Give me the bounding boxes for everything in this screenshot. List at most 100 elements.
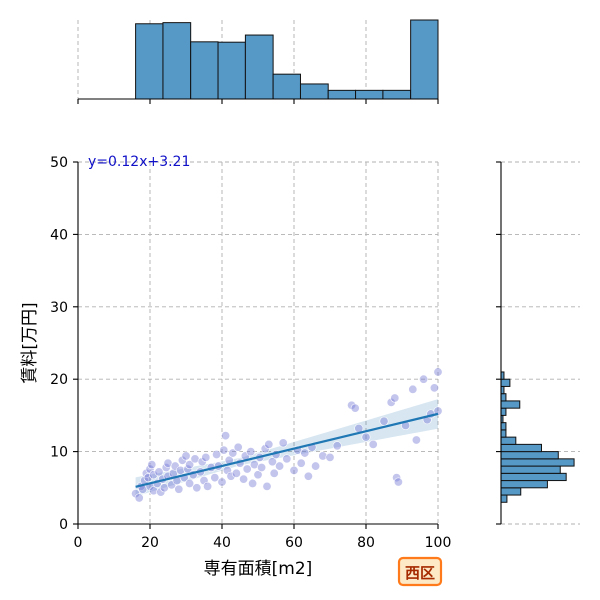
right-histogram-bar — [500, 458, 575, 467]
scatter-point — [264, 439, 274, 449]
scatter-point — [419, 374, 429, 384]
scatter-point — [181, 451, 191, 461]
scatter-point — [185, 478, 195, 488]
scatter-point — [134, 493, 144, 503]
scatter-point — [174, 484, 184, 494]
scatter-point — [242, 464, 252, 474]
scatter-point — [246, 447, 256, 457]
right-histogram-bar — [500, 400, 521, 409]
scatter-point — [296, 458, 306, 468]
right-histogram-bar — [500, 494, 508, 503]
scatter-point — [212, 449, 222, 459]
right-histogram-bar — [500, 451, 559, 460]
scatter-point — [185, 460, 195, 470]
y-tick-label: 20 — [50, 372, 68, 388]
scatter-point — [221, 431, 231, 441]
scatter-point — [154, 467, 164, 477]
y-tick-label: 30 — [50, 300, 68, 316]
scatter-point — [248, 478, 258, 488]
x-tick-label: 100 — [425, 535, 452, 551]
scatter-point — [361, 432, 371, 442]
right-histogram-bar — [500, 487, 522, 496]
scatter-point — [269, 468, 279, 478]
scatter-point — [203, 481, 213, 491]
scatter-point — [222, 465, 232, 475]
scatter-point — [350, 403, 360, 413]
top-histogram-bar — [190, 41, 219, 100]
scatter-point — [393, 477, 403, 487]
regression-confidence-band — [135, 399, 438, 497]
scatter-point — [303, 471, 313, 481]
scatter-point — [253, 470, 263, 480]
scatter-point — [217, 477, 227, 487]
top-histogram-bar — [299, 83, 329, 100]
right-histogram-bar — [500, 407, 507, 416]
scatter-point — [368, 439, 378, 449]
right-histogram-bar — [500, 443, 542, 453]
scatter-point — [332, 441, 342, 451]
x-tick-label: 60 — [285, 535, 303, 551]
y-tick-label: 50 — [50, 155, 68, 171]
scatter-point — [289, 465, 299, 475]
scatter-point — [429, 383, 439, 393]
right-histogram-bar — [500, 422, 507, 431]
right-histogram-bar — [500, 429, 507, 438]
right-histogram-bar — [500, 378, 511, 387]
regression-equation: y=0.12x+3.21 — [88, 154, 190, 170]
top-histogram-bar — [382, 89, 412, 100]
x-tick-label: 40 — [213, 535, 231, 551]
top-histogram-bar — [272, 73, 301, 100]
top-histogram — [135, 19, 439, 100]
confidence-band — [135, 399, 438, 497]
scatter-point — [149, 486, 159, 496]
scatter-point — [267, 457, 277, 467]
scatter-point — [167, 480, 177, 490]
scatter-point — [433, 406, 443, 416]
scatter-point — [275, 461, 285, 471]
y-tick-label: 10 — [50, 445, 68, 461]
scatter-point — [257, 463, 267, 473]
scatter-point — [239, 474, 249, 484]
y-tick-label: 0 — [59, 517, 68, 533]
scatter-point — [233, 442, 243, 452]
district-badge-label: 西区 — [405, 564, 435, 582]
scatter-point — [149, 470, 159, 480]
y-tick-label: 40 — [50, 227, 68, 243]
regression-fit-line — [135, 412, 439, 488]
scatter-point — [199, 476, 209, 486]
scatter-point — [300, 448, 310, 458]
top-histogram-bar — [162, 22, 192, 100]
top-histogram-bar — [327, 89, 357, 100]
top-histogram-bar — [410, 19, 439, 100]
scatter-point — [311, 461, 321, 471]
scatter-point — [231, 468, 241, 478]
scatter-point — [143, 473, 153, 483]
scatter-point — [147, 460, 157, 470]
scatter-point — [390, 393, 400, 403]
scatter-point — [325, 452, 335, 462]
x-tick-label: 0 — [74, 535, 83, 551]
x-tick-label: 80 — [357, 535, 375, 551]
scatter-point — [282, 454, 292, 464]
scatter-point — [170, 461, 180, 471]
scatter-point — [318, 451, 328, 461]
right-histogram-bar — [500, 480, 548, 489]
scatter-point — [347, 400, 357, 410]
scatter-point — [192, 483, 202, 493]
district-badge: 西区 — [397, 556, 443, 587]
scatter-point — [226, 471, 236, 481]
scatter-point — [433, 367, 443, 377]
scatter-point — [219, 445, 229, 455]
scatter-point — [408, 384, 418, 394]
regression-line — [135, 412, 439, 488]
scatter-point — [411, 435, 421, 445]
top-histogram-bar — [217, 41, 246, 100]
right-histogram-bar — [500, 436, 517, 445]
x-tick-label: 20 — [141, 535, 159, 551]
top-histogram-bar — [244, 34, 274, 100]
right-histogram-bar — [500, 393, 507, 402]
scatter-point — [210, 473, 220, 483]
top-histogram-bar — [135, 23, 164, 100]
right-histogram — [500, 371, 575, 503]
